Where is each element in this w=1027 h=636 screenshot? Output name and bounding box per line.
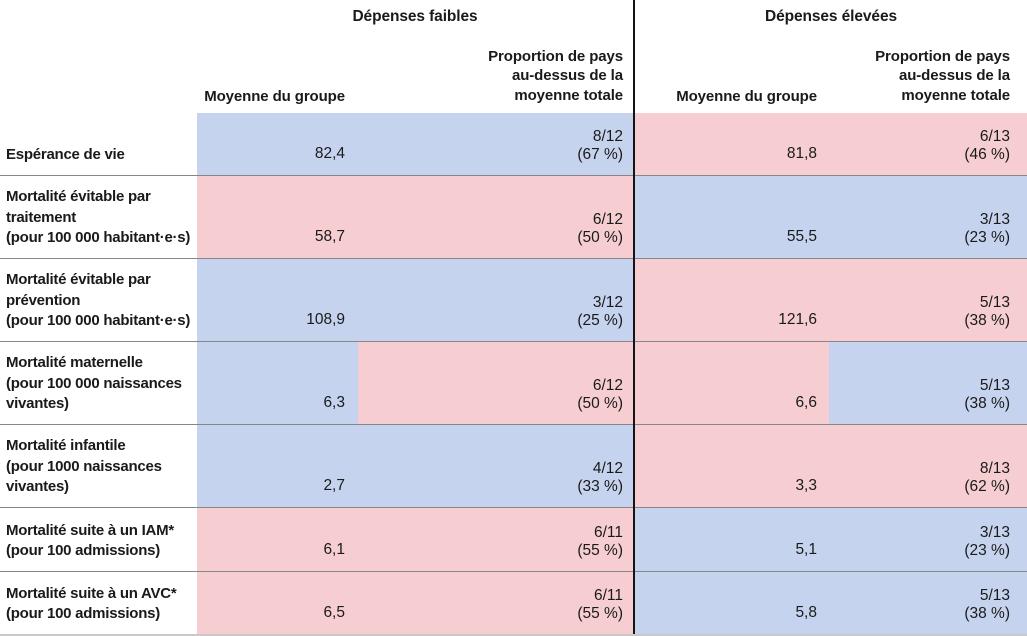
table-bottom-rule: [0, 634, 1027, 636]
group-title-high-spending: Dépenses élevées: [765, 8, 897, 25]
row-label: Mortalité infantile (pour 1000 naissance…: [6, 436, 162, 496]
column-header-proportion-high: Proportion de pays au-dessus de la moyen…: [875, 47, 1010, 104]
proportion-cell-high: 5/13 (38 %): [829, 259, 1027, 341]
mean-cell-high: 121,6: [635, 259, 829, 341]
mean-cell-low: 82,4: [197, 113, 358, 175]
row-label: Mortalité suite à un AVC* (pour 100 admi…: [6, 584, 177, 623]
group-title-low-spending: Dépenses faibles: [352, 8, 478, 25]
mean-cell-low: 58,7: [197, 176, 358, 258]
column-header-mean-high: Moyenne du groupe: [676, 88, 817, 105]
table-row: Mortalité maternelle (pour 100 000 naiss…: [0, 341, 1027, 424]
proportion-cell-high: 8/13 (62 %): [829, 425, 1027, 507]
mean-cell-low: 6,1: [197, 508, 358, 571]
proportion-cell-high: 5/13 (38 %): [829, 572, 1027, 634]
table-row: Mortalité suite à un AVC* (pour 100 admi…: [0, 571, 1027, 634]
mean-cell-high: 6,6: [635, 342, 829, 424]
mean-cell-high: 81,8: [635, 113, 829, 175]
proportion-cell-low: 6/11 (55 %): [358, 572, 633, 634]
proportion-cell-high: 5/13 (38 %): [829, 342, 1027, 424]
table-body: Espérance de vie 82,4 8/12 (67 %) 81,8 6…: [0, 113, 1027, 634]
table-row: Mortalité infantile (pour 1000 naissance…: [0, 424, 1027, 507]
row-label: Espérance de vie: [6, 146, 125, 164]
mean-cell-high: 5,8: [635, 572, 829, 634]
table-row: Espérance de vie 82,4 8/12 (67 %) 81,8 6…: [0, 113, 1027, 175]
mean-cell-low: 6,3: [197, 342, 358, 424]
proportion-cell-low: 6/12 (50 %): [358, 176, 633, 258]
table-row: Mortalité évitable par prévention (pour …: [0, 258, 1027, 341]
mean-cell-low: 108,9: [197, 259, 358, 341]
mean-cell-high: 55,5: [635, 176, 829, 258]
column-header-proportion-low: Proportion de pays au-dessus de la moyen…: [488, 47, 623, 104]
row-label: Mortalité évitable par prévention (pour …: [6, 270, 191, 330]
proportion-cell-high: 3/13 (23 %): [829, 508, 1027, 571]
row-label: Mortalité maternelle (pour 100 000 naiss…: [6, 353, 182, 413]
mean-cell-low: 6,5: [197, 572, 358, 634]
mean-cell-high: 3,3: [635, 425, 829, 507]
table-header: Dépenses faibles Dépenses élevées Moyenn…: [0, 0, 1027, 113]
row-label: Mortalité suite à un IAM* (pour 100 admi…: [6, 521, 174, 560]
proportion-cell-high: 3/13 (23 %): [829, 176, 1027, 258]
column-group-divider: [633, 0, 635, 636]
table-row: Mortalité évitable par traitement (pour …: [0, 175, 1027, 258]
proportion-cell-high: 6/13 (46 %): [829, 113, 1027, 175]
proportion-cell-low: 6/12 (50 %): [358, 342, 633, 424]
proportion-cell-low: 6/11 (55 %): [358, 508, 633, 571]
column-header-mean-low: Moyenne du groupe: [204, 88, 345, 105]
proportion-cell-low: 8/12 (67 %): [358, 113, 633, 175]
row-label: Mortalité évitable par traitement (pour …: [6, 187, 191, 247]
proportion-cell-low: 4/12 (33 %): [358, 425, 633, 507]
mean-cell-low: 2,7: [197, 425, 358, 507]
proportion-cell-low: 3/12 (25 %): [358, 259, 633, 341]
mean-cell-high: 5,1: [635, 508, 829, 571]
table-row: Mortalité suite à un IAM* (pour 100 admi…: [0, 507, 1027, 571]
